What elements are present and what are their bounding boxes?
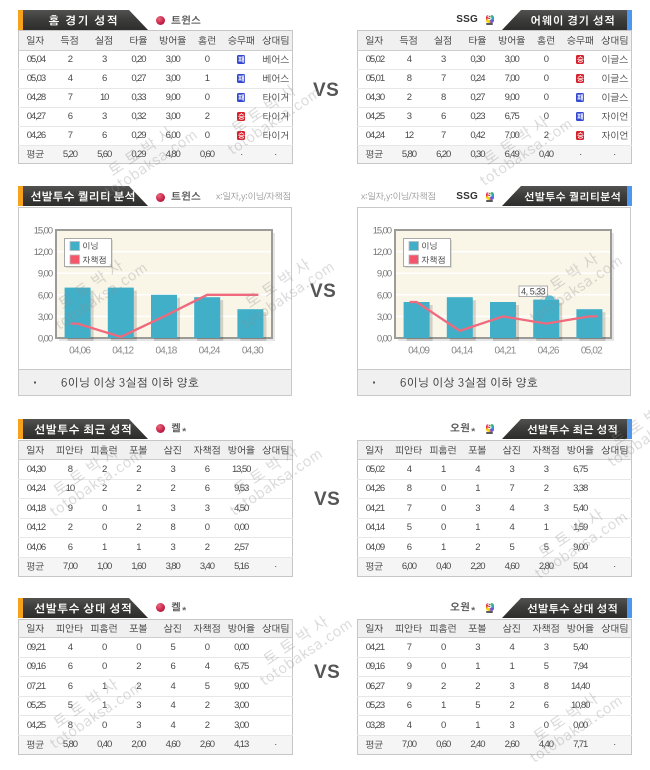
svg-text:04,26: 04,26 (538, 346, 560, 357)
svg-text:04,21: 04,21 (494, 346, 516, 357)
svg-text:9,00: 9,00 (38, 269, 53, 280)
svg-text:04,24: 04,24 (199, 346, 221, 357)
svg-text:04,14: 04,14 (451, 346, 473, 357)
svg-text:04,06: 04,06 (69, 346, 91, 357)
svg-text:3,00: 3,00 (377, 312, 392, 323)
svg-text:04,30: 04,30 (242, 346, 264, 357)
svg-text:9,00: 9,00 (377, 269, 392, 280)
svg-text:04,18: 04,18 (155, 346, 177, 357)
svg-text:3,00: 3,00 (38, 312, 53, 323)
svg-text:04,09: 04,09 (408, 346, 430, 357)
svg-text:12,00: 12,00 (373, 247, 392, 258)
svg-text:0,00: 0,00 (377, 334, 392, 345)
svg-text:6,00: 6,00 (38, 290, 53, 301)
svg-text:6,00: 6,00 (377, 290, 392, 301)
svg-text:15,00: 15,00 (34, 226, 53, 237)
svg-text:05,02: 05,02 (581, 346, 603, 357)
svg-text:0,00: 0,00 (38, 334, 53, 345)
svg-text:15,00: 15,00 (373, 226, 392, 237)
svg-text:04,12: 04,12 (112, 346, 134, 357)
svg-text:12,00: 12,00 (34, 247, 53, 258)
svg-text:4, 5.33: 4, 5.33 (521, 287, 546, 297)
